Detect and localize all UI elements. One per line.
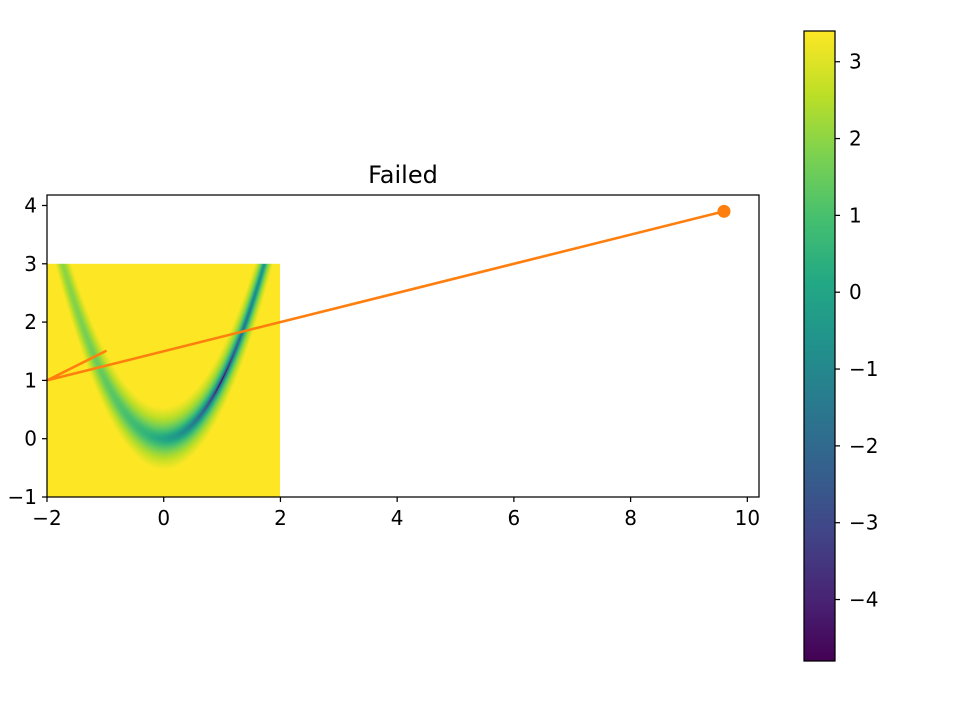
colorbar-tick-label: 3 bbox=[849, 50, 862, 74]
y-tick-label: 0 bbox=[24, 427, 37, 451]
colorbar-tick-label: 0 bbox=[849, 280, 862, 304]
colorbar-gradient bbox=[804, 31, 835, 661]
x-tick-label: 2 bbox=[274, 506, 287, 530]
series-end-marker bbox=[717, 204, 731, 218]
series-line-0 bbox=[47, 209, 726, 382]
x-tick-label: 6 bbox=[508, 506, 521, 530]
y-axis: −1 0 1 2 3 4 bbox=[8, 193, 47, 509]
heatmap-image bbox=[47, 263, 280, 497]
plot-area bbox=[46, 194, 760, 498]
colorbar-tick-label: −1 bbox=[849, 357, 878, 381]
colorbar-tick-label: 2 bbox=[849, 127, 862, 151]
x-tick-label: 0 bbox=[157, 506, 170, 530]
x-tick-label: 10 bbox=[735, 506, 760, 530]
x-tick-label: 4 bbox=[391, 506, 404, 530]
x-axis: −2 0 2 4 6 8 10 bbox=[32, 497, 760, 530]
colorbar-tick-label: −3 bbox=[849, 511, 878, 535]
colorbar-tick-label: 1 bbox=[849, 203, 862, 227]
colorbar-frame bbox=[803, 30, 836, 662]
chart-title: Failed bbox=[368, 161, 438, 189]
y-tick-label: 3 bbox=[24, 252, 37, 276]
axes-frame bbox=[46, 194, 760, 498]
colorbar: 3 2 1 0 −1 −2 −3 −4 bbox=[803, 30, 878, 662]
y-tick-label: −1 bbox=[8, 485, 37, 509]
y-tick-label: 4 bbox=[24, 193, 37, 217]
colorbar-tick-label: −2 bbox=[849, 434, 878, 458]
x-tick-label: −2 bbox=[32, 506, 61, 530]
y-tick-label: 2 bbox=[24, 310, 37, 334]
y-tick-label: 1 bbox=[24, 368, 37, 392]
colorbar-tick-label: −4 bbox=[849, 588, 878, 612]
colorbar-ticks: 3 2 1 0 −1 −2 −3 −4 bbox=[835, 50, 878, 612]
heatmap bbox=[47, 263, 280, 497]
x-tick-label: 8 bbox=[624, 506, 637, 530]
